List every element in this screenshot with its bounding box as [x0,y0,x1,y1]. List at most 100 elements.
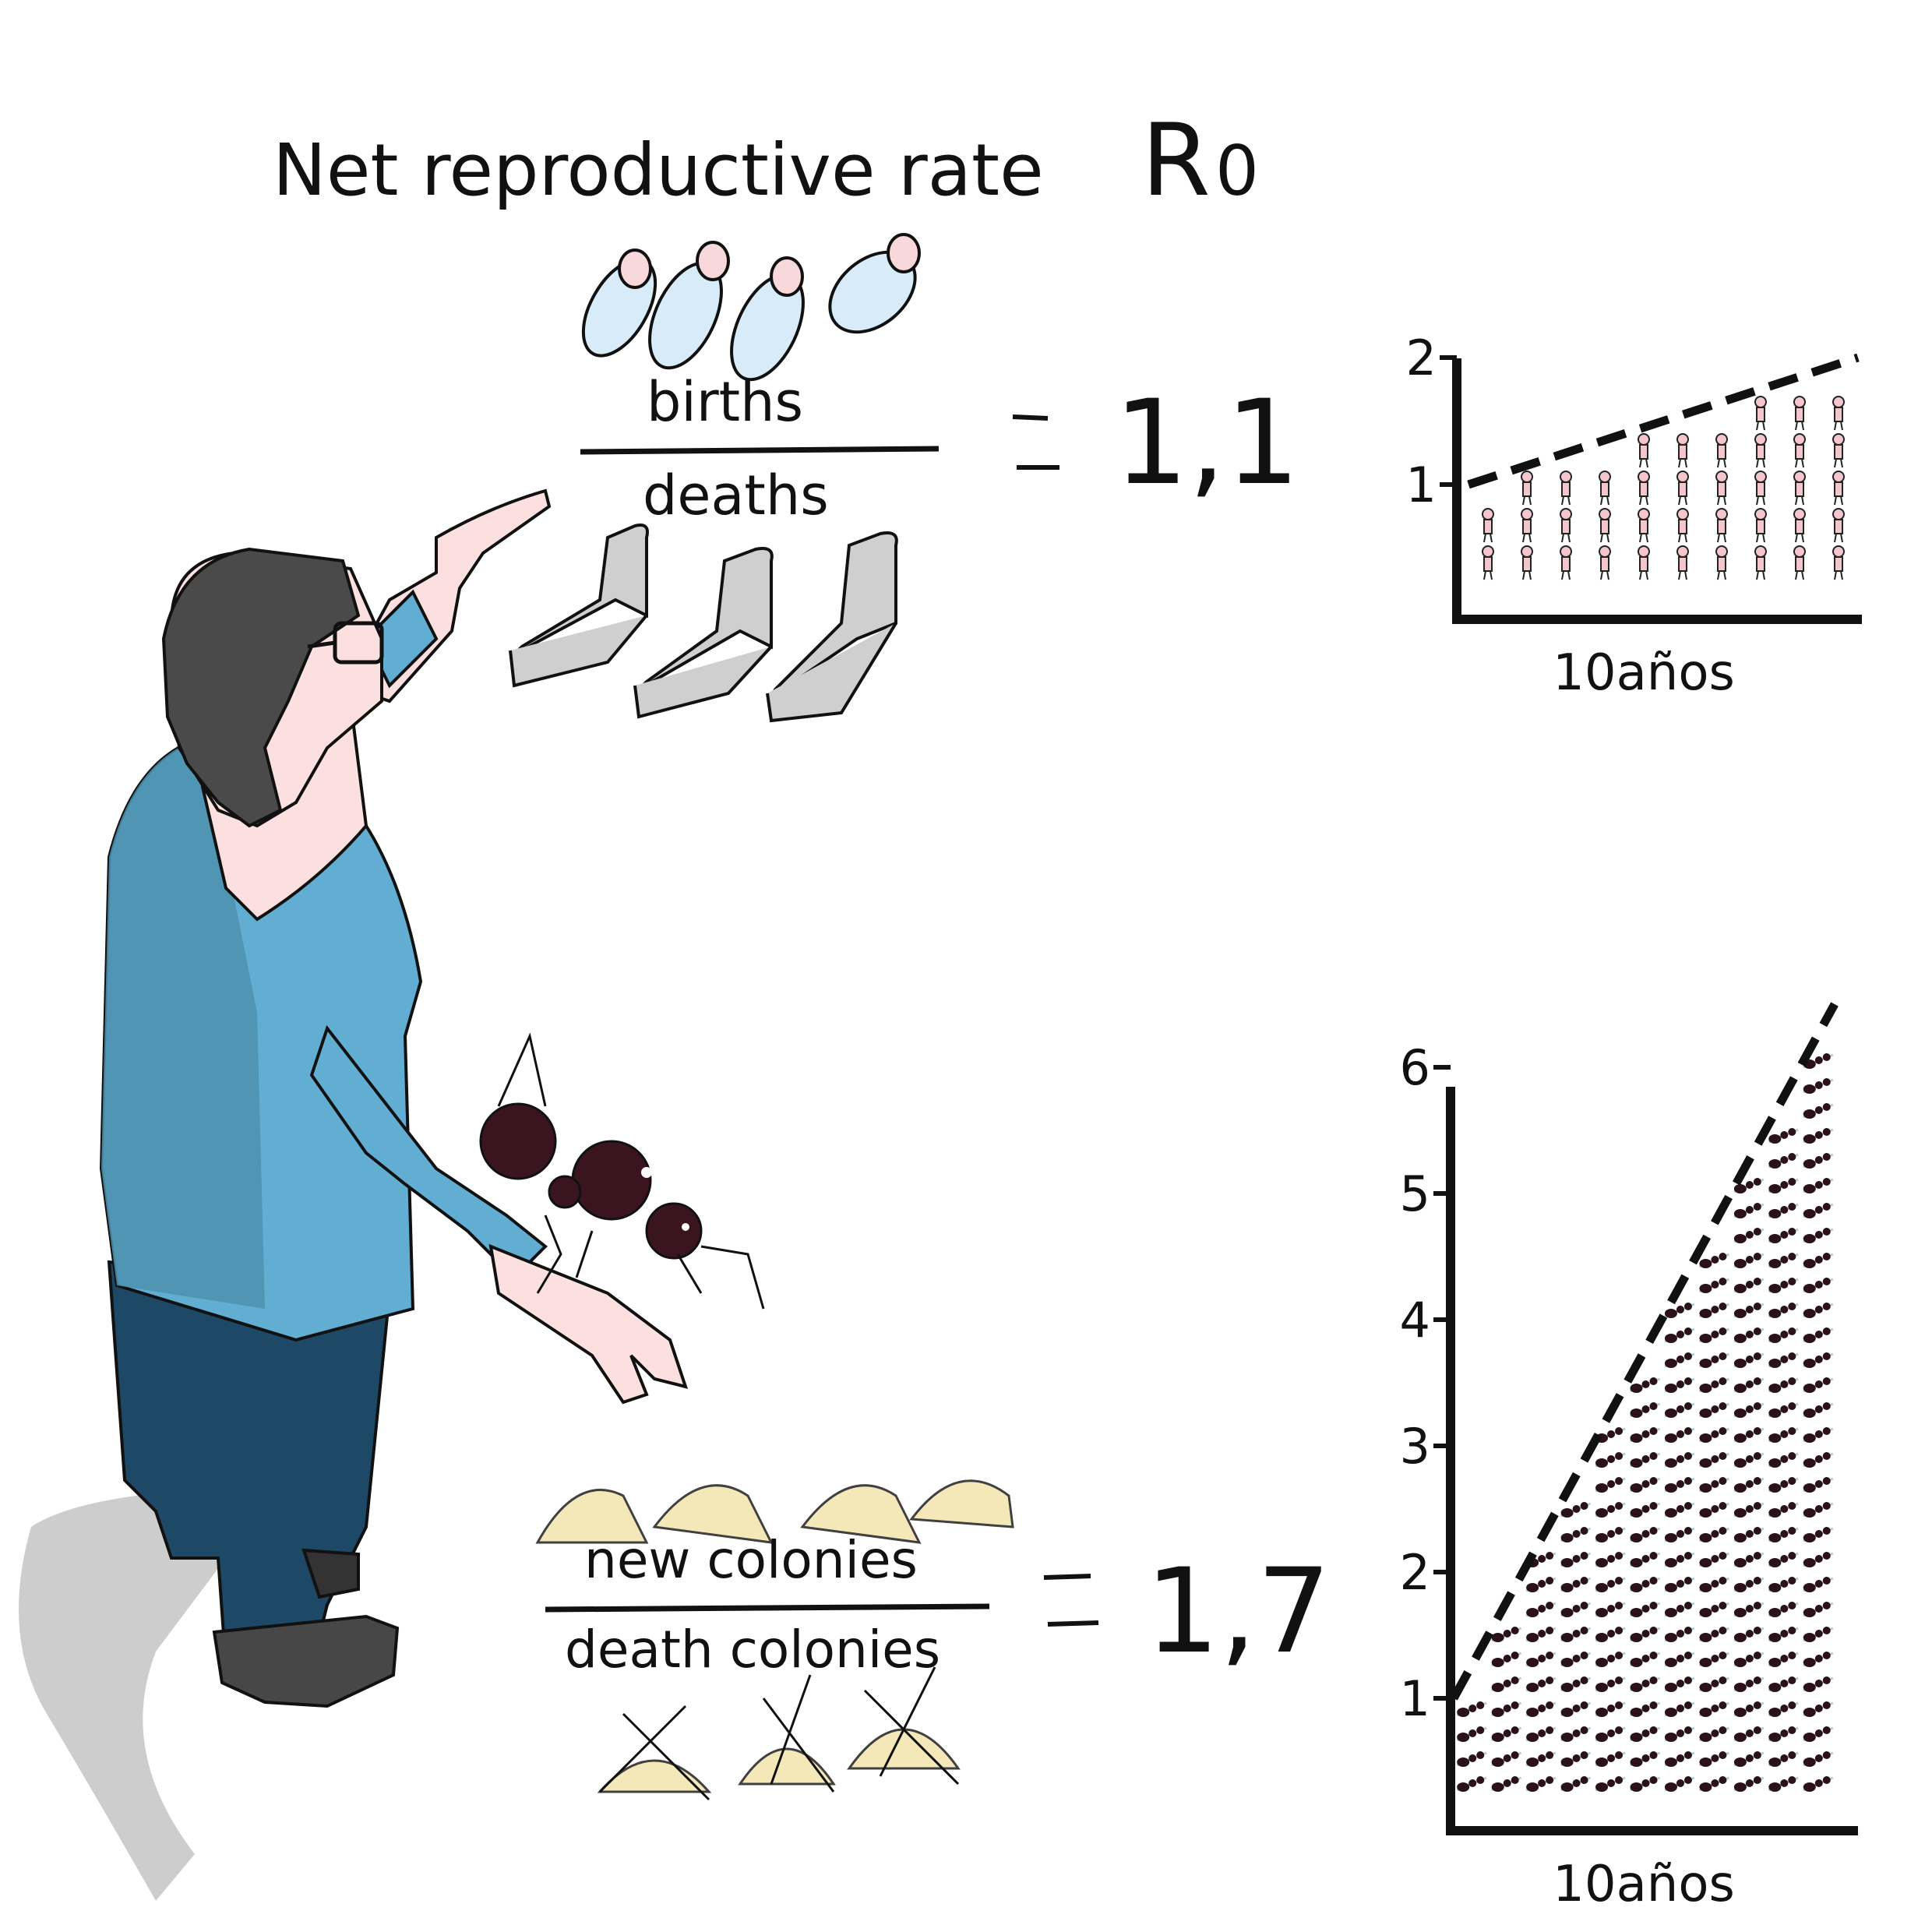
ant-icon [1768,1278,1799,1293]
ant-abdomen [1526,1683,1539,1692]
human-fraction: births deaths 1,1 [580,370,1300,527]
title-subscript: 0 [1215,131,1259,211]
ant-head [1822,1053,1831,1061]
ant-thorax [1780,1729,1789,1737]
ant-abdomen [1768,1483,1782,1493]
ant-abdomen [1733,1384,1747,1393]
ant-thorax [1745,1480,1754,1488]
ant-abdomen [1803,1359,1816,1368]
ant-icon [1664,1303,1695,1318]
ant-thorax [1676,1405,1684,1413]
shadow [19,1488,226,1901]
y-tick-label: 2 [1406,330,1437,386]
chart-marks: 12 [1406,330,1860,580]
ant-thorax [1503,1754,1511,1762]
ant-thorax [1676,1356,1684,1363]
trend-line [1450,1002,1839,1701]
person-head [1832,545,1845,558]
ant-icon [1595,1577,1626,1592]
ant-abdomen [1768,1608,1782,1617]
ant-head [1753,1203,1761,1211]
ant-abdomen [1526,1583,1539,1592]
ant-abdomen [1560,1583,1574,1592]
ant-head [1753,1427,1761,1435]
ant-head [1719,1352,1727,1360]
ant-abdomen [1595,1533,1609,1542]
ant-head [1753,1452,1761,1460]
ant-thorax [1780,1530,1789,1538]
page-title: Net reproductive rate R 0 [273,103,1259,219]
ant-thorax [1641,1555,1650,1563]
death-colonies-illustration [597,1666,961,1801]
ant-head [1822,1103,1831,1111]
ant-thorax [1780,1206,1789,1214]
person-head [1754,471,1767,483]
ant-head [1719,1726,1727,1734]
ant-thorax [1676,1655,1684,1662]
ant-head [1753,1602,1761,1609]
ant-thorax [1607,1630,1616,1638]
ant-icon [1803,1776,1834,1792]
ant-icon [1595,1652,1626,1667]
ant-icon [1664,1377,1695,1393]
ant-head [1719,1552,1727,1560]
ant-icon [1664,1776,1695,1792]
person-icon [1754,545,1767,580]
ant-abdomen [1526,1733,1539,1742]
ant-head [1546,1776,1554,1784]
ant-thorax [1572,1754,1581,1762]
ant-head [1753,1477,1761,1485]
person-icon [1638,433,1650,468]
ant-head [1719,1676,1727,1684]
ant-abdomen [1768,1134,1782,1144]
ant-abdomen [1733,1259,1747,1268]
ant-thorax [1780,1256,1789,1264]
ant-head [1649,1726,1658,1734]
person-body [1639,556,1648,572]
person-body [1834,519,1843,534]
crossed-mound-icon [847,1666,961,1786]
ant-thorax [1745,1405,1754,1413]
ant-head [1615,1452,1624,1460]
ant-abdomen [1803,1508,1816,1518]
ant-abdomen [1803,1284,1816,1293]
ant-head [1788,1352,1796,1360]
ant-abdomen [1560,1658,1574,1667]
ant-icon [1560,1577,1592,1592]
ant-head [1649,1377,1658,1385]
ant-abdomen [1768,1733,1782,1742]
person-icon [1832,396,1845,431]
ant-head [1753,1228,1761,1236]
ant-head [1546,1602,1554,1609]
person-leg [1801,495,1804,506]
ant-icon [1664,1552,1695,1567]
person-head [1832,433,1845,446]
ant-icon [1698,1502,1729,1518]
ant-thorax [1572,1555,1581,1563]
ant-icon [1664,1652,1695,1667]
person-icon [1832,433,1845,468]
ant-icon [1595,1701,1626,1717]
ant-icon [1664,1676,1695,1692]
ant-icon [1803,1253,1834,1268]
ant-thorax [1607,1754,1616,1762]
ant-head [1822,1303,1831,1310]
ant-thorax [1641,1779,1650,1787]
ant-icon [1768,1178,1799,1193]
ant-icon [1768,1676,1799,1692]
person-leg [1756,458,1759,468]
person-leg [1801,570,1804,580]
ant-icon [1698,1676,1729,1692]
person-body [1717,481,1726,497]
ant-abdomen [1630,1658,1643,1667]
ant-thorax [1711,1380,1719,1388]
person-head [1793,545,1806,558]
ant-head [1788,1203,1796,1211]
ant-thorax [1780,1505,1789,1513]
ant-abdomen [1803,1134,1816,1144]
ant-abdomen [1733,1309,1747,1318]
ant-icon [1491,1701,1522,1717]
ant-abdomen [1560,1708,1574,1717]
person-body [1756,519,1765,534]
ant-head [1753,1402,1761,1410]
